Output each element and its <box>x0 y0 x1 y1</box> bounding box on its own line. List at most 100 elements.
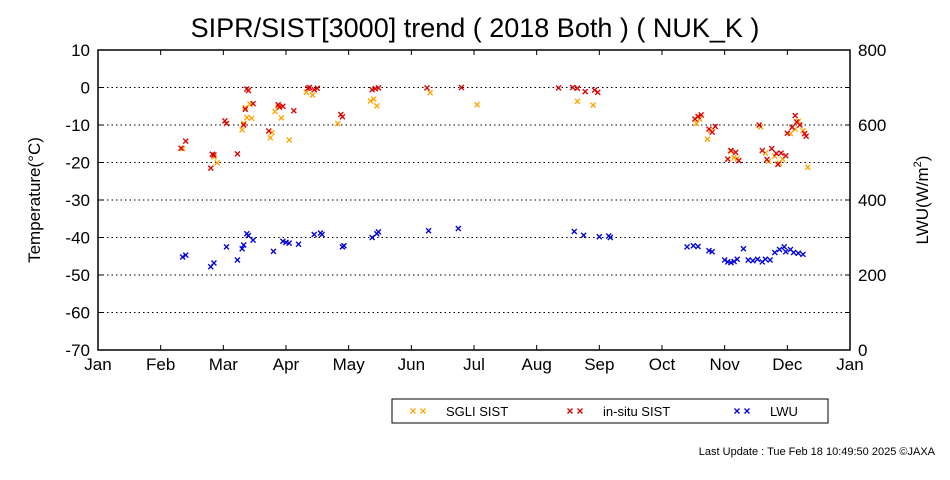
y-tick-label: -40 <box>65 229 90 248</box>
data-point <box>240 120 247 127</box>
data-point <box>242 104 249 111</box>
data-point <box>279 103 286 110</box>
x-tick-label: Jan <box>84 355 111 374</box>
data-point <box>796 122 803 128</box>
data-point <box>749 257 756 264</box>
data-point <box>582 88 589 95</box>
legend-marker <box>734 408 740 414</box>
last-update-text: Last Update : Tue Feb 18 10:49:50 2025 ©… <box>699 446 936 458</box>
legend-marker <box>567 408 573 414</box>
data-point <box>684 243 691 250</box>
data-point <box>279 238 286 245</box>
x-tick-label: Feb <box>146 355 175 374</box>
data-point <box>734 256 741 263</box>
data-point <box>569 84 576 91</box>
data-point <box>272 108 278 115</box>
data-point <box>245 232 252 239</box>
x-tick-label: Sep <box>584 355 614 374</box>
y-tick-label: -50 <box>65 266 90 285</box>
data-point <box>234 150 241 157</box>
x-tick-label: Jan <box>836 355 863 374</box>
data-point <box>795 250 802 257</box>
data-point <box>286 240 293 247</box>
y-tick-label: 0 <box>81 79 90 98</box>
x-tick-label: Oct <box>649 355 676 374</box>
data-point <box>731 154 738 161</box>
y2-tick-label: 600 <box>858 116 886 135</box>
data-point <box>295 241 302 248</box>
data-point <box>704 136 711 143</box>
data-point <box>290 107 297 114</box>
legend-marker <box>744 408 750 414</box>
data-point <box>250 237 257 244</box>
y-tick-label: -30 <box>65 191 90 210</box>
data-point <box>574 85 581 92</box>
data-point <box>239 126 246 133</box>
data-point <box>339 113 346 120</box>
data-point <box>555 84 562 91</box>
data-point <box>693 120 700 127</box>
data-point <box>334 120 341 127</box>
data-point <box>210 260 217 266</box>
data-point <box>314 85 321 92</box>
data-point <box>789 124 795 131</box>
data-point <box>427 89 434 96</box>
data-point <box>740 245 747 252</box>
data-point <box>800 251 806 258</box>
y-tick-label: -20 <box>65 154 90 173</box>
x-tick-label: Dec <box>772 355 803 374</box>
data-point <box>267 134 274 141</box>
data-point <box>767 257 774 263</box>
data-point <box>311 231 318 238</box>
x-tick-label: May <box>333 355 366 374</box>
chart-title: SIPR/SIST[3000] trend ( 2018 Both ) ( NU… <box>191 13 760 43</box>
data-point <box>721 257 728 263</box>
data-point <box>771 249 778 256</box>
data-point <box>762 256 769 263</box>
data-point <box>732 149 739 156</box>
data-point <box>781 243 788 250</box>
data-point <box>695 113 701 120</box>
legend-box <box>391 398 829 424</box>
data-point <box>210 152 217 158</box>
legend-marker <box>410 408 416 414</box>
data-point <box>248 115 255 122</box>
y-tick-label: -10 <box>65 116 90 135</box>
data-point <box>375 228 382 235</box>
x-tick-label: Jun <box>398 355 425 374</box>
data-point <box>764 156 770 163</box>
data-point <box>474 101 481 108</box>
data-point <box>709 129 716 136</box>
data-point <box>803 133 810 140</box>
data-point <box>223 243 230 250</box>
data-point <box>756 122 763 128</box>
x-axis-ticks: Jan Feb Mar Apr May Jun Jul Aug Sep Oct Nov Dec Jan <box>84 50 864 374</box>
y2-tick-label: 400 <box>858 191 886 210</box>
data-point <box>319 231 325 238</box>
data-point <box>250 100 257 107</box>
data-point <box>207 165 214 172</box>
data-point <box>373 102 380 109</box>
data-point <box>309 92 316 98</box>
data-point <box>367 98 374 104</box>
data-point <box>214 159 221 166</box>
data-point <box>727 259 734 266</box>
data-point <box>369 86 376 93</box>
data-point <box>369 234 376 241</box>
data-point <box>574 98 581 105</box>
legend-label: SGLI SIST <box>446 404 508 419</box>
data-point <box>182 138 189 145</box>
data-point <box>782 152 789 159</box>
data-point <box>773 150 780 157</box>
data-point <box>745 257 752 263</box>
y2-tick-label: 0 <box>858 341 867 360</box>
left-axis-ticks: 10 0 -10 -20 -30 -40 -50 -60 -70 <box>65 41 850 360</box>
data-point <box>245 87 252 94</box>
series-3 <box>179 225 806 270</box>
data-point <box>590 102 597 109</box>
data-point <box>735 157 742 164</box>
data-point <box>754 256 761 263</box>
data-point <box>239 245 246 252</box>
data-point <box>724 156 731 163</box>
x-tick-label: Nov <box>710 355 741 374</box>
